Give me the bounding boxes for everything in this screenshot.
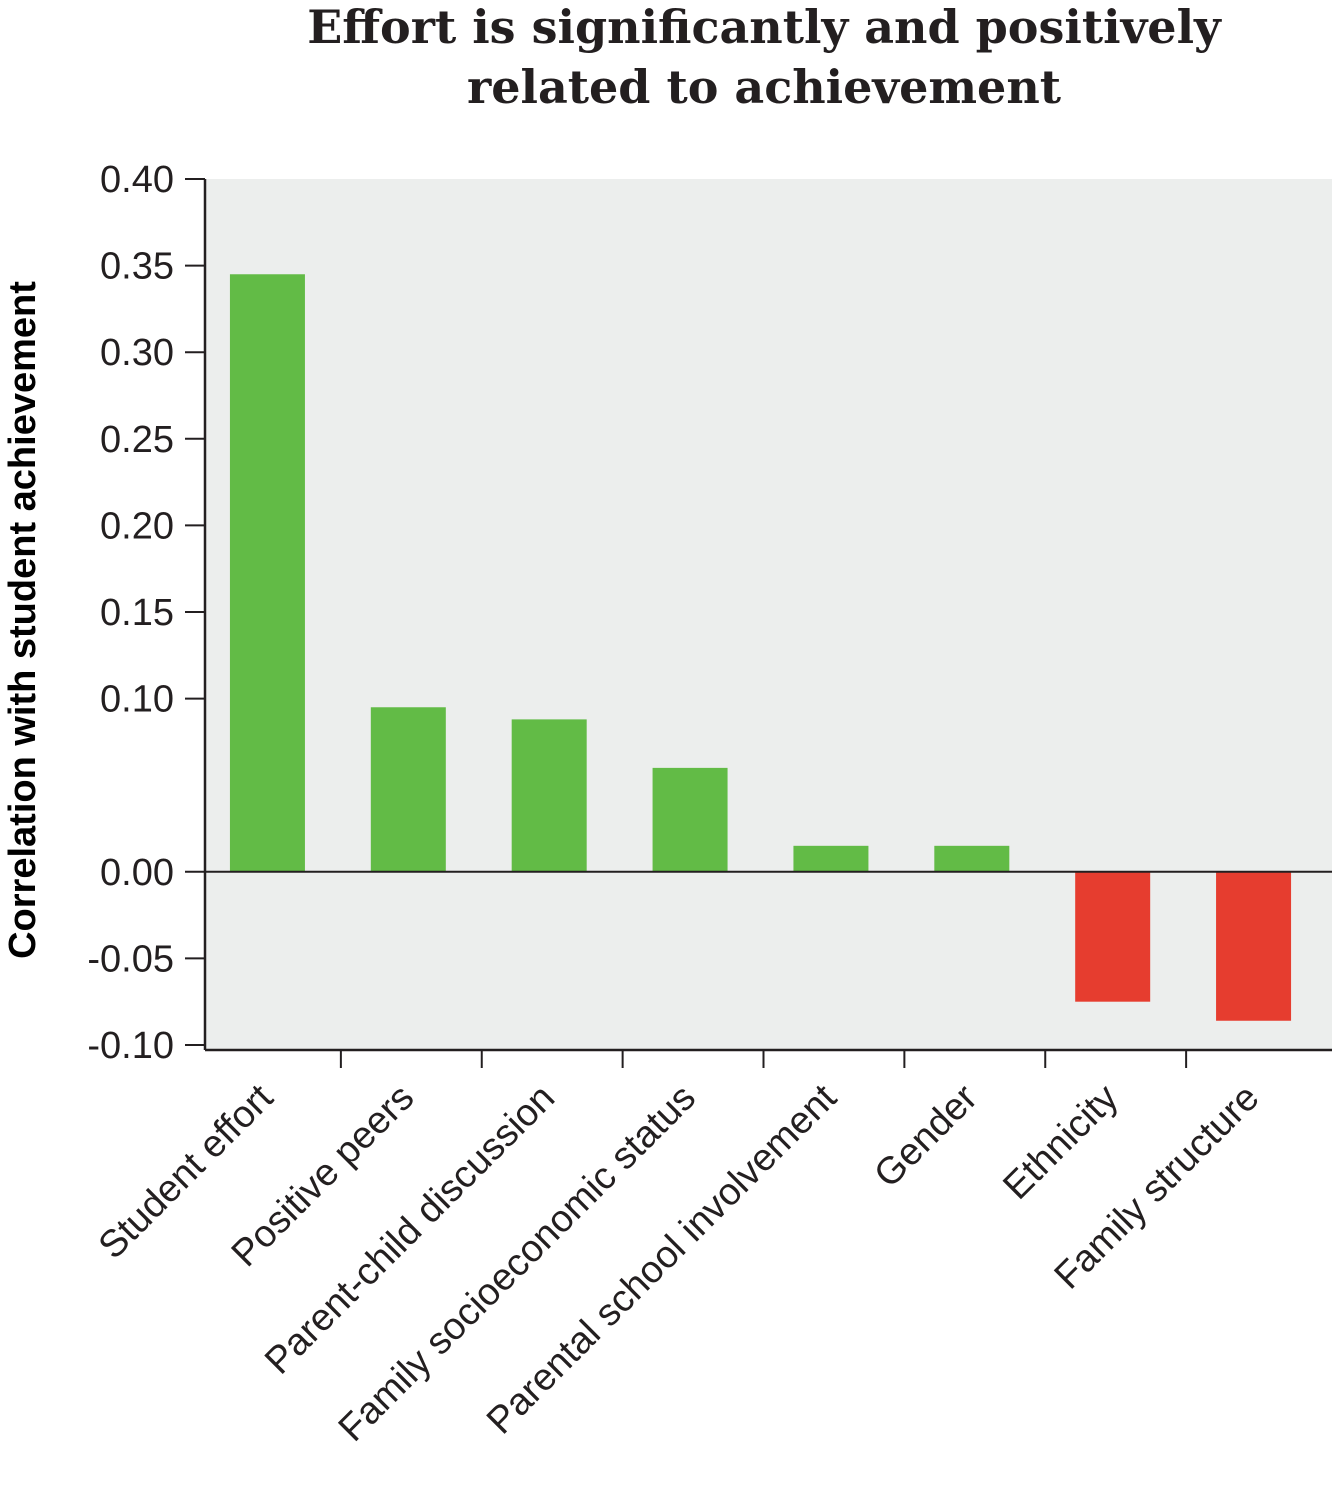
x-axis-ticks [339, 1050, 1188, 1068]
y-tick-label: 0.25 [100, 419, 174, 461]
y-tick-label: 0.15 [100, 592, 174, 634]
plot-area [205, 179, 1332, 1050]
bar-group [229, 274, 1292, 1021]
x-tick-label: Gender [866, 1076, 986, 1196]
chart-title-line-2: related to achievement [467, 60, 1062, 114]
chart-title-line-1: Effort is significantly and positively [307, 0, 1222, 54]
y-tick-label: -0.05 [87, 938, 174, 980]
y-axis-label: Correlation with student achievement [2, 281, 44, 959]
y-tick-label: 0.40 [100, 159, 174, 201]
bar [793, 845, 869, 872]
bar [1216, 871, 1292, 1021]
x-tick-label: Ethnicity [995, 1077, 1126, 1208]
y-tick-label: 0.20 [100, 505, 174, 547]
bar [511, 719, 587, 872]
bar [652, 767, 728, 872]
y-tick-label: 0.35 [100, 246, 174, 288]
y-tick-label: -0.10 [87, 1025, 174, 1067]
x-tick-label: Parent-child discussion [257, 1077, 563, 1383]
y-tick-label: 0.00 [100, 852, 174, 894]
bar [1075, 871, 1151, 1002]
bar [934, 845, 1010, 872]
y-tick-label: 0.30 [100, 332, 174, 374]
y-tick-label: 0.10 [100, 679, 174, 721]
bar [229, 274, 305, 872]
y-axis-ticks: 0.40 0.35 0.30 0.25 0.20 0.15 0.10 0.00 -0.05 -0.… [87, 159, 205, 1067]
bar [370, 707, 446, 872]
